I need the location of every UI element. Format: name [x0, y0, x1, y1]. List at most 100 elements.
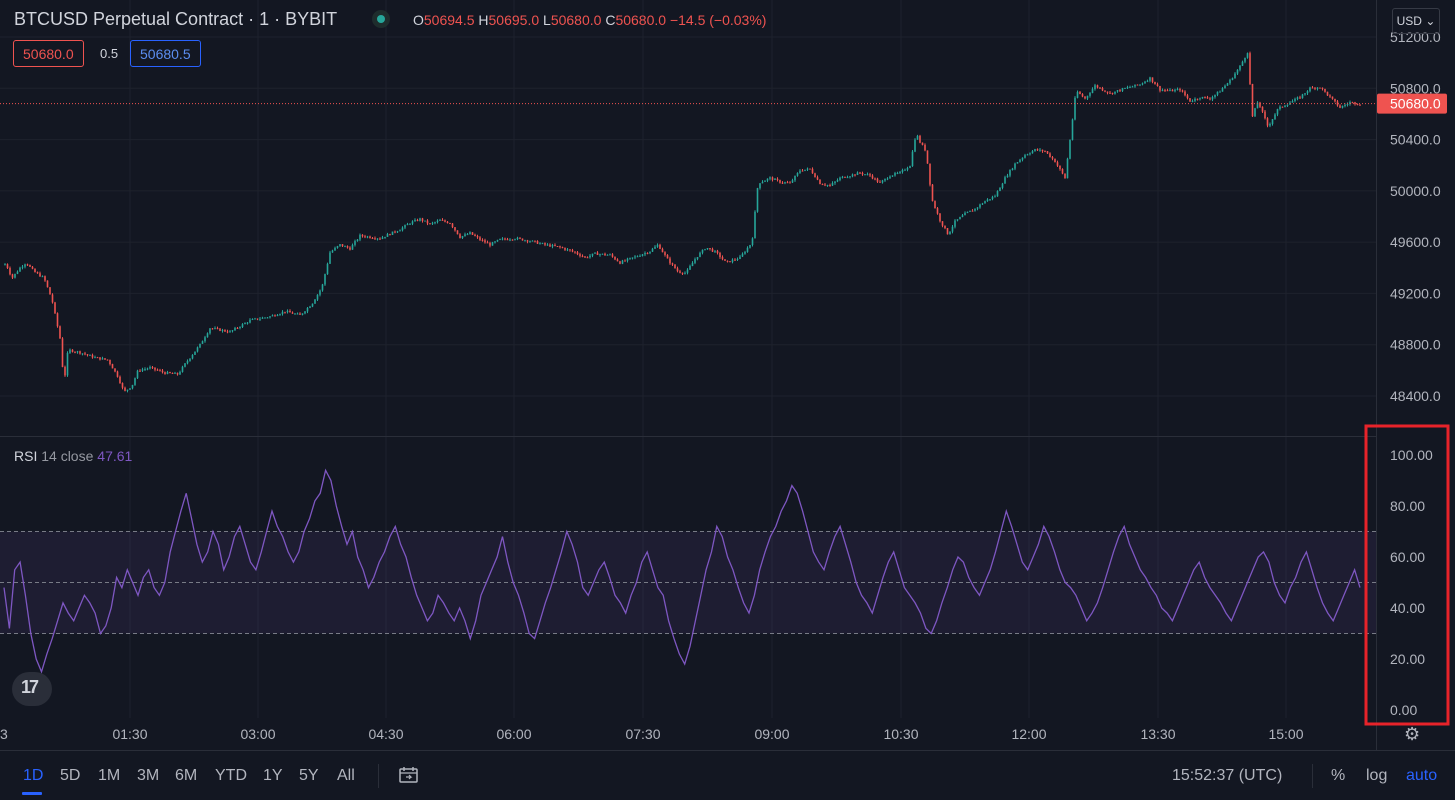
timeframe-ytd[interactable]: YTD: [215, 767, 247, 784]
time-axis-label: 12:00: [1011, 726, 1046, 742]
candle-body: [579, 254, 581, 256]
candle-body: [141, 369, 144, 371]
candle-body: [1166, 90, 1169, 92]
candle-body: [764, 180, 766, 182]
candle-body: [109, 360, 111, 365]
timeframe-5d[interactable]: 5D: [60, 767, 81, 784]
candle-body: [289, 310, 291, 313]
buy-price-button[interactable]: 50680.5: [130, 40, 201, 67]
candle-body: [979, 204, 981, 208]
candle-body: [774, 178, 776, 180]
candle-body: [51, 294, 54, 303]
candle-body: [489, 242, 491, 246]
candle-body: [99, 357, 101, 360]
candle-body: [711, 248, 714, 252]
candle-body: [1004, 177, 1006, 184]
candle-body: [891, 175, 894, 177]
candle-body: [706, 248, 709, 250]
candle-body: [1024, 155, 1026, 158]
timeframe-5y[interactable]: 5Y: [299, 767, 319, 784]
timeframe-3m[interactable]: 3M: [137, 767, 160, 784]
candle-body: [359, 234, 361, 240]
symbol-title[interactable]: BTCUSD Perpetual Contract · 1 · BYBIT: [14, 9, 338, 29]
timeframe-1m[interactable]: 1M: [98, 767, 121, 784]
candle-body: [981, 203, 984, 205]
candle-body: [1026, 154, 1029, 156]
gear-icon[interactable]: ⚙: [1404, 724, 1421, 744]
candle-body: [534, 240, 536, 242]
candle-body: [961, 215, 964, 218]
candle-body: [369, 236, 371, 238]
candle-body: [741, 253, 744, 257]
candle-body: [59, 326, 61, 339]
candle-body: [26, 264, 29, 266]
candle-body: [29, 265, 31, 267]
candle-body: [91, 354, 94, 358]
candle-body: [804, 169, 806, 171]
candle-body: [1121, 88, 1124, 91]
candle-body: [431, 222, 434, 224]
timeframe-6m[interactable]: 6M: [175, 767, 198, 784]
candle-body: [569, 249, 571, 251]
candle-body: [209, 328, 211, 334]
tradingview-logo-icon[interactable]: 17: [12, 672, 52, 706]
candle-body: [496, 239, 499, 242]
timeframe-1d[interactable]: 1D: [23, 767, 44, 784]
candle-body: [374, 238, 376, 240]
candle-body: [956, 219, 959, 221]
auto-scale-toggle[interactable]: auto: [1406, 767, 1438, 784]
candle-body: [696, 256, 699, 260]
date-range-icon[interactable]: [398, 765, 420, 785]
candle-body: [424, 220, 426, 222]
log-scale-toggle[interactable]: log: [1366, 767, 1388, 784]
candle-body: [921, 142, 924, 145]
chart-canvas[interactable]: 51200.050800.050400.050000.049600.049200…: [0, 0, 1455, 756]
candle-body: [1084, 96, 1086, 99]
candle-body: [796, 172, 799, 176]
candle-body: [414, 219, 416, 222]
candle-body: [799, 170, 801, 173]
candle-body: [331, 250, 334, 253]
timeframe-all[interactable]: All: [337, 767, 355, 784]
candle-body: [681, 272, 684, 274]
currency-button[interactable]: USD ⌄: [1392, 8, 1440, 34]
rsi-axis-tick-label: 20.00: [1390, 651, 1425, 667]
candle-body: [751, 238, 754, 246]
timeframe-1y[interactable]: 1Y: [263, 767, 283, 784]
candle-body: [649, 251, 651, 254]
candle-body: [371, 237, 374, 239]
candle-body: [349, 247, 351, 250]
candle-body: [9, 268, 11, 275]
candle-body: [1164, 89, 1166, 91]
candle-body: [271, 315, 274, 317]
candle-body: [1254, 108, 1256, 117]
candle-body: [274, 315, 276, 317]
market-status-icon[interactable]: [372, 10, 390, 28]
percent-scale-toggle[interactable]: %: [1331, 767, 1346, 784]
candle-body: [174, 372, 176, 374]
candle-body: [974, 208, 976, 211]
candle-body: [591, 253, 594, 256]
candle-body: [761, 181, 764, 184]
candle-body: [54, 302, 56, 314]
candle-body: [819, 179, 821, 185]
time-axis-label: 04:30: [368, 726, 403, 742]
candle-body: [924, 144, 926, 151]
sell-price-button[interactable]: 50680.0: [13, 40, 84, 67]
candle-body: [1236, 69, 1239, 74]
candle-body: [881, 180, 884, 183]
utc-clock[interactable]: 15:52:37 (UTC): [1172, 767, 1283, 784]
candle-body: [284, 311, 286, 313]
rsi-axis-tick-label: 80.00: [1390, 498, 1425, 514]
price-axis-tick-label: 50400.0: [1390, 132, 1441, 148]
candle-body: [801, 170, 804, 172]
candle-body: [389, 234, 391, 236]
candle-body: [1054, 158, 1056, 163]
candle-body: [204, 337, 206, 342]
candle-body: [1199, 98, 1201, 100]
candle-body: [1281, 106, 1284, 108]
candle-body: [124, 387, 126, 391]
candle-body: [1194, 98, 1196, 101]
rsi-series-line: [3, 468, 1361, 674]
rsi-legend[interactable]: RSI 14 close 47.61: [14, 448, 132, 464]
